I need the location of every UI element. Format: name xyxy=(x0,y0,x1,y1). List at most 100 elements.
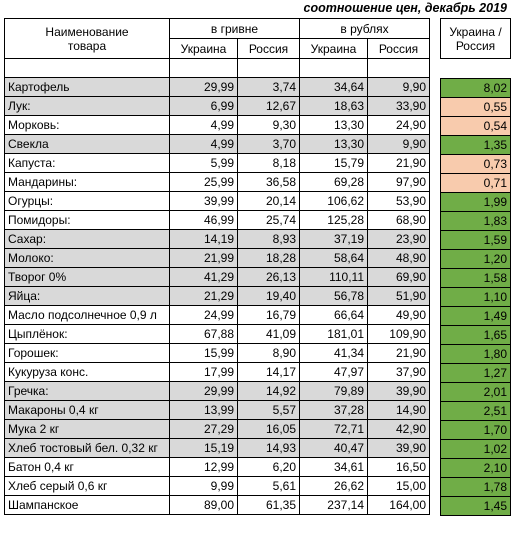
product-name: Мандарины: xyxy=(4,172,170,192)
product-name: Цыплёнок: xyxy=(4,324,170,344)
subheader-ukraine-rub: Украина xyxy=(299,38,368,59)
price-uah-ukraine: 13,99 xyxy=(169,400,238,420)
table-row: Капуста: 5,99 8,18 15,79 21,90 xyxy=(4,153,430,173)
price-rub-russia: 24,90 xyxy=(367,115,430,135)
product-name: Помидоры: xyxy=(4,210,170,230)
table-row: Кукуруза конс. 17,99 14,17 47,97 37,90 xyxy=(4,362,430,382)
price-uah-ukraine: 67,88 xyxy=(169,324,238,344)
ratio-value: 2,10 xyxy=(440,458,511,478)
price-uah-russia: 5,57 xyxy=(237,400,300,420)
ratio-value: 1,10 xyxy=(440,287,511,307)
price-rub-ukraine: 37,19 xyxy=(299,229,368,249)
price-rub-ukraine: 41,34 xyxy=(299,343,368,363)
table-row: Лук: 6,99 12,67 18,63 33,90 xyxy=(4,96,430,116)
price-rub-russia: 16,50 xyxy=(367,457,430,477)
product-name: Молоко: xyxy=(4,248,170,268)
ratio-value: 1,20 xyxy=(440,249,511,269)
ratio-value: 1,02 xyxy=(440,439,511,459)
product-name: Огурцы: xyxy=(4,191,170,211)
table-row: Морковь: 4,99 9,30 13,30 24,90 xyxy=(4,115,430,135)
price-uah-ukraine: 25,99 xyxy=(169,172,238,192)
price-rub-ukraine: 69,28 xyxy=(299,172,368,192)
price-uah-ukraine: 27,29 xyxy=(169,419,238,439)
price-uah-russia: 18,28 xyxy=(237,248,300,268)
price-uah-ukraine: 4,99 xyxy=(169,115,238,135)
price-rub-ukraine: 66,64 xyxy=(299,305,368,325)
price-rub-russia: 109,90 xyxy=(367,324,430,344)
price-uah-russia: 8,93 xyxy=(237,229,300,249)
price-uah-russia: 6,20 xyxy=(237,457,300,477)
ratio-value: 1,58 xyxy=(440,268,511,288)
ratio-value: 1,27 xyxy=(440,363,511,383)
price-uah-russia: 20,14 xyxy=(237,191,300,211)
product-name: Кукуруза конс. xyxy=(4,362,170,382)
price-uah-ukraine: 17,99 xyxy=(169,362,238,382)
price-uah-ukraine: 12,99 xyxy=(169,457,238,477)
price-rub-russia: 97,90 xyxy=(367,172,430,192)
table-row: Огурцы: 39,99 20,14 106,62 53,90 xyxy=(4,191,430,211)
table-caption: соотношение цен, декабрь 2019 xyxy=(303,1,507,15)
price-rub-ukraine: 13,30 xyxy=(299,115,368,135)
price-rub-ukraine: 106,62 xyxy=(299,191,368,211)
ratio-value: 1,80 xyxy=(440,344,511,364)
price-uah-russia: 36,58 xyxy=(237,172,300,192)
price-uah-ukraine: 15,19 xyxy=(169,438,238,458)
price-rub-russia: 21,90 xyxy=(367,153,430,173)
product-name: Яйца: xyxy=(4,286,170,306)
price-table: Наименование товара в гривне в рублях Ук… xyxy=(4,18,430,515)
column-header-product: Наименование товара xyxy=(4,18,170,59)
price-rub-ukraine: 34,61 xyxy=(299,457,368,477)
subheader-russia-rub: Россия xyxy=(367,38,430,59)
product-name: Мука 2 кг xyxy=(4,419,170,439)
price-uah-ukraine: 29,99 xyxy=(169,77,238,97)
price-rub-russia: 49,90 xyxy=(367,305,430,325)
price-uah-ukraine: 41,29 xyxy=(169,267,238,287)
product-name: Капуста: xyxy=(4,153,170,173)
product-name: Макароны 0,4 кг xyxy=(4,400,170,420)
ratio-value: 0,73 xyxy=(440,154,511,174)
product-name: Лук: xyxy=(4,96,170,116)
price-uah-ukraine: 5,99 xyxy=(169,153,238,173)
price-rub-russia: 23,90 xyxy=(367,229,430,249)
price-rub-russia: 53,90 xyxy=(367,191,430,211)
product-name: Картофель xyxy=(4,77,170,97)
price-uah-russia: 16,05 xyxy=(237,419,300,439)
price-rub-russia: 14,90 xyxy=(367,400,430,420)
table-row: Мандарины: 25,99 36,58 69,28 97,90 xyxy=(4,172,430,192)
price-uah-russia: 26,13 xyxy=(237,267,300,287)
subheader-russia-uah: Россия xyxy=(237,38,300,59)
price-uah-russia: 25,74 xyxy=(237,210,300,230)
price-rub-ukraine: 237,14 xyxy=(299,495,368,515)
price-rub-russia: 51,90 xyxy=(367,286,430,306)
product-name: Масло подсолнечное 0,9 л xyxy=(4,305,170,325)
price-rub-russia: 21,90 xyxy=(367,343,430,363)
ratio-value: 1,70 xyxy=(440,420,511,440)
price-rub-russia: 48,90 xyxy=(367,248,430,268)
product-name: Морковь: xyxy=(4,115,170,135)
table-row: Макароны 0,4 кг 13,99 5,57 37,28 14,90 xyxy=(4,400,430,420)
price-uah-russia: 14,92 xyxy=(237,381,300,401)
table-row: Картофель 29,99 3,74 34,64 9,90 xyxy=(4,77,430,97)
price-uah-ukraine: 6,99 xyxy=(169,96,238,116)
price-rub-ukraine: 40,47 xyxy=(299,438,368,458)
price-rub-ukraine: 110,11 xyxy=(299,267,368,287)
ratio-value: 1,78 xyxy=(440,477,511,497)
table-row: Масло подсолнечное 0,9 л 24,99 16,79 66,64 4… xyxy=(4,305,430,325)
product-name: Хлеб серый 0,6 кг xyxy=(4,476,170,496)
price-uah-russia: 19,40 xyxy=(237,286,300,306)
price-uah-ukraine: 9,99 xyxy=(169,476,238,496)
price-uah-ukraine: 24,99 xyxy=(169,305,238,325)
table-row: Шампанское 89,00 61,35 237,14 164,00 xyxy=(4,495,430,515)
price-rub-ukraine: 47,97 xyxy=(299,362,368,382)
product-name: Хлеб тостовый бел. 0,32 кг xyxy=(4,438,170,458)
price-uah-russia: 16,79 xyxy=(237,305,300,325)
price-uah-russia: 3,70 xyxy=(237,134,300,154)
table-row: Горошек: 15,99 8,90 41,34 21,90 xyxy=(4,343,430,363)
table-row: Сахар: 14,19 8,93 37,19 23,90 xyxy=(4,229,430,249)
product-name: Свекла xyxy=(4,134,170,154)
price-uah-ukraine: 46,99 xyxy=(169,210,238,230)
price-rub-russia: 164,00 xyxy=(367,495,430,515)
table-row: Цыплёнок: 67,88 41,09 181,01 109,90 xyxy=(4,324,430,344)
ratio-value: 2,51 xyxy=(440,401,511,421)
ratio-value: 1,65 xyxy=(440,325,511,345)
